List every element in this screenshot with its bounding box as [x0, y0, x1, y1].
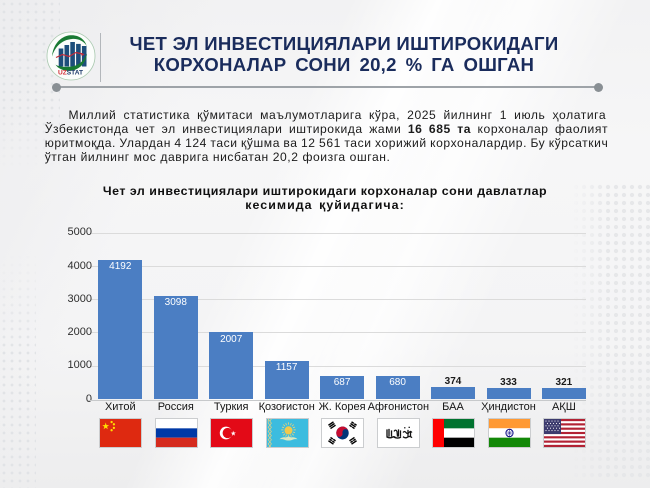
svg-text:UZSTAT: UZSTAT	[58, 70, 83, 77]
